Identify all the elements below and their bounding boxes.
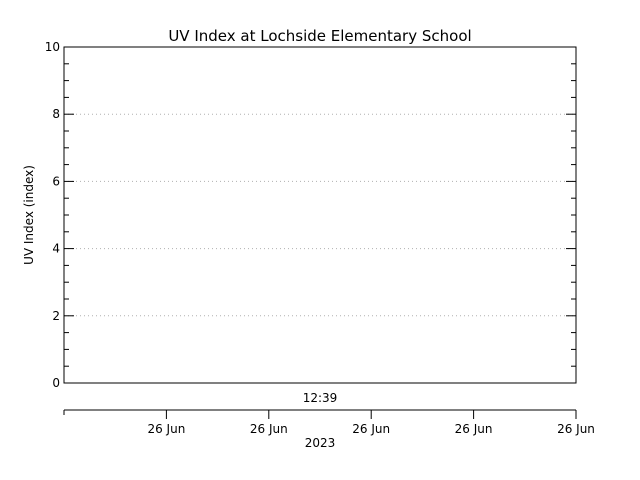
y-axis-label: UV Index (index) bbox=[22, 165, 36, 265]
y-tick-label: 0 bbox=[52, 376, 60, 390]
x-tick-label: 26 Jun bbox=[352, 422, 390, 436]
y-tick-label: 10 bbox=[45, 40, 60, 54]
x-axis-year-label: 2023 bbox=[305, 436, 336, 450]
grid-lines bbox=[64, 113, 576, 317]
y-tick-label: 2 bbox=[52, 309, 60, 323]
x-tick-label: 26 Jun bbox=[557, 422, 595, 436]
y-tick-label: 8 bbox=[52, 107, 60, 121]
x-tick-label: 26 Jun bbox=[147, 422, 185, 436]
time-marker-label: 12:39 bbox=[303, 391, 338, 405]
y-tick-label: 4 bbox=[52, 242, 60, 256]
chart-title: UV Index at Lochside Elementary School bbox=[168, 27, 471, 45]
x-tick-label: 26 Jun bbox=[455, 422, 493, 436]
x-tick-label: 26 Jun bbox=[250, 422, 288, 436]
y-tick-label: 6 bbox=[52, 174, 60, 188]
y-axis-ticks: 0 2 4 6 8 10 bbox=[45, 40, 576, 390]
plot-area bbox=[63, 46, 577, 384]
x-axis-ticks: 26 Jun 26 Jun 26 Jun 26 Jun 26 Jun bbox=[63, 410, 595, 436]
